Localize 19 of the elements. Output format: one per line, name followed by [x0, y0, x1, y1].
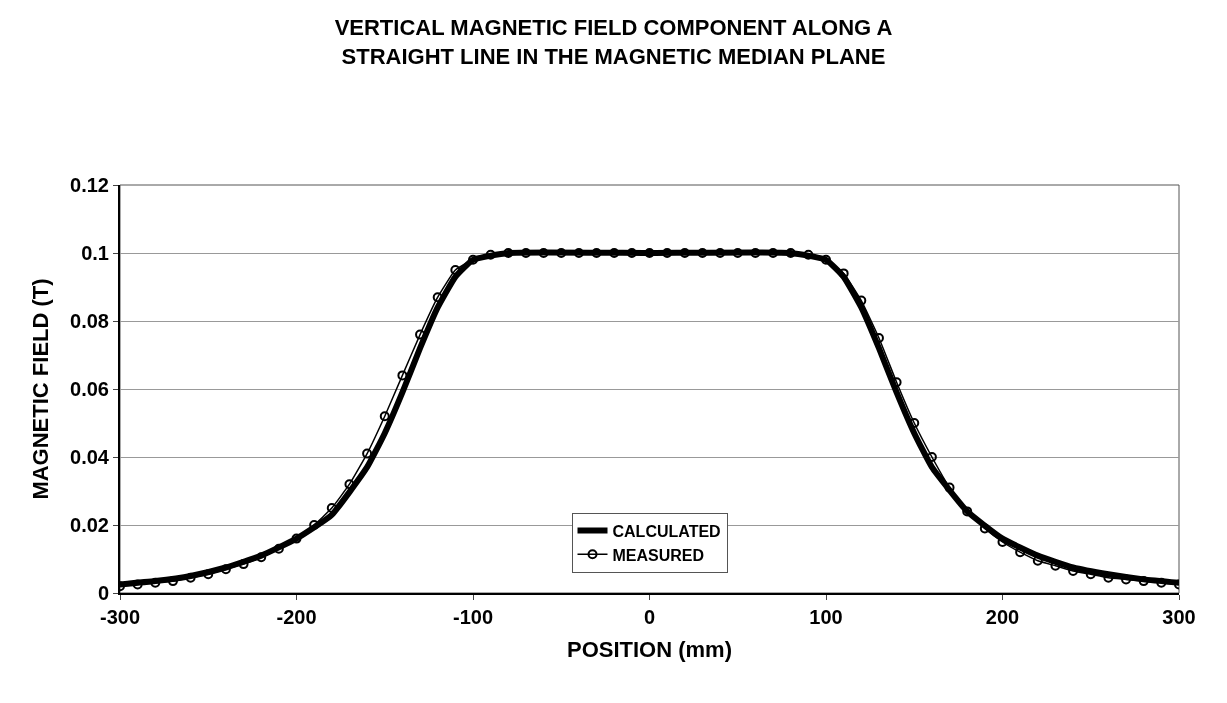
y-tick-label: 0.04: [70, 446, 110, 468]
x-tick-label: 0: [643, 606, 656, 628]
x-tick-label: -100: [452, 606, 494, 628]
x-tick-label: -200: [276, 606, 317, 628]
y-tick-label: 0.02: [70, 514, 109, 536]
x-tick-label: 200: [985, 606, 1020, 628]
x-tick-label: 100: [809, 606, 843, 628]
y-tick-label: 0.1: [81, 242, 109, 264]
y-tick-label: 0: [97, 582, 109, 604]
legend-label: MEASURED: [612, 546, 705, 564]
y-tick-label: 0.08: [70, 310, 109, 332]
x-tick-label: 300: [1162, 606, 1196, 628]
y-tick-label: 0.06: [70, 378, 109, 400]
y-axis-title: MAGNETIC FIELD (T): [28, 278, 54, 500]
y-tick-label: 0.12: [70, 174, 109, 196]
chart-title: VERTICAL MAGNETIC FIELD COMPONENT ALONG A STRAIGHT LINE IN THE MAGNETIC MEDIAN PLANE: [334, 15, 893, 69]
x-axis-title: POSITION (mm): [566, 637, 733, 663]
legend-label: CALCULATED: [612, 522, 721, 540]
x-tick-label: -300: [99, 606, 141, 628]
